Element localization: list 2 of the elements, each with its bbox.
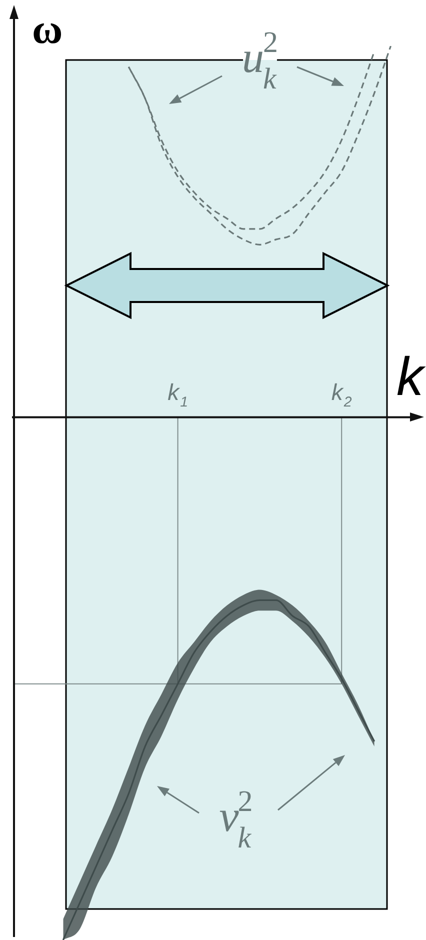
x-axis-title: k	[396, 347, 426, 408]
y-axis-title: ω	[32, 7, 63, 53]
